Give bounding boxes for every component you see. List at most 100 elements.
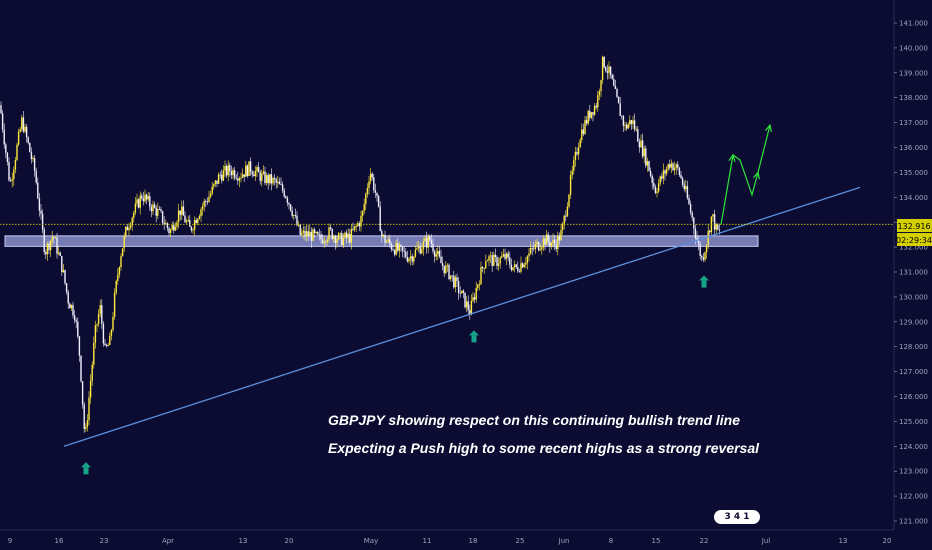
candle-body	[665, 168, 668, 174]
candle-body	[598, 91, 601, 96]
candle-body	[121, 248, 124, 257]
price-tick-label: 134.000	[899, 194, 928, 202]
candle-body	[229, 165, 231, 172]
candle-body	[472, 297, 474, 301]
candle-body	[462, 290, 465, 293]
candle-body	[593, 105, 596, 115]
candle-body	[294, 215, 297, 217]
candle-body	[285, 196, 287, 198]
candle-body	[566, 206, 569, 217]
candle-body	[137, 199, 140, 208]
candle-body	[358, 223, 361, 227]
candle-body	[633, 120, 636, 130]
candle-body	[632, 120, 634, 125]
candle-body	[9, 180, 12, 182]
candle-body	[222, 170, 225, 181]
candle-body	[129, 225, 132, 228]
candle-body	[485, 261, 487, 269]
candle-body	[696, 237, 698, 241]
candle-body	[622, 116, 625, 126]
candle-body	[329, 227, 332, 229]
candle-body	[301, 232, 303, 235]
candle-body	[269, 174, 271, 184]
watermark-logo: 3 4 1	[714, 510, 760, 524]
candle-body	[352, 228, 354, 230]
candle-body	[331, 228, 333, 239]
candle-body	[659, 176, 661, 184]
price-tick-label: 137.000	[899, 119, 928, 127]
candle-body	[313, 229, 316, 234]
candle-body	[227, 165, 229, 176]
up-arrow-icon	[469, 330, 479, 343]
time-tick-label: 20	[883, 537, 892, 545]
price-tick-label: 127.000	[899, 368, 928, 376]
price-tick-label: 130.000	[899, 293, 928, 301]
time-tick-label: 23	[100, 537, 109, 545]
candle-body	[149, 196, 151, 207]
candle-body	[526, 256, 529, 263]
candle-body	[38, 198, 41, 211]
candle-body	[361, 211, 364, 217]
candle-body	[629, 120, 631, 125]
candle-body	[208, 196, 210, 203]
candle-body	[581, 129, 583, 140]
candle-body	[406, 257, 409, 262]
candle-body	[334, 236, 337, 243]
candle-body	[317, 231, 319, 235]
candle-body	[97, 313, 100, 325]
candle-body	[616, 89, 618, 97]
candle-body	[131, 217, 133, 226]
candle-body	[368, 181, 370, 189]
candle-body	[627, 124, 629, 129]
candle-body	[173, 225, 175, 231]
time-tick-label: 16	[55, 537, 64, 545]
price-tick-label: 139.000	[899, 69, 928, 77]
candle-body	[248, 161, 250, 176]
candle-body	[421, 249, 423, 254]
bullish-trend-line	[63, 186, 861, 447]
candle-body	[267, 175, 269, 184]
candle-body	[499, 257, 501, 264]
candle-body	[256, 167, 258, 172]
candle-body	[312, 229, 314, 241]
candle-body	[107, 344, 109, 347]
candle-body	[579, 139, 581, 148]
candle-body	[523, 264, 525, 268]
candle-body	[11, 179, 13, 181]
candle-body	[405, 251, 407, 258]
candle-body	[654, 186, 657, 193]
candle-body	[32, 158, 34, 160]
candle-body	[568, 194, 570, 207]
candle-body	[363, 204, 365, 212]
candle-body	[417, 246, 420, 249]
price-tick-label: 131.000	[899, 269, 928, 277]
candle-body	[133, 212, 135, 218]
candle-body	[512, 267, 514, 271]
candle-body	[230, 171, 233, 176]
candle-body	[438, 251, 441, 257]
time-tick-label: 25	[516, 537, 525, 545]
candle-body	[70, 304, 73, 309]
price-tick-label: 138.000	[899, 94, 928, 102]
candle-body	[139, 195, 141, 208]
candle-body	[134, 203, 137, 213]
candle-body	[104, 343, 106, 345]
candle-body	[443, 265, 445, 274]
candle-body	[449, 275, 452, 280]
candle-body	[549, 241, 551, 247]
candle-body	[617, 96, 620, 104]
candle-body	[662, 170, 665, 179]
candle-body	[341, 233, 343, 246]
candle-body	[574, 152, 577, 161]
candle-body	[441, 263, 444, 266]
candle-body	[278, 181, 281, 185]
candle-body	[67, 291, 69, 304]
candle-body	[382, 234, 385, 237]
price-tick-label: 121.000	[899, 518, 928, 526]
candle-body	[520, 263, 522, 272]
candle-body	[185, 221, 188, 223]
candle-body	[128, 227, 130, 231]
candle-body	[505, 253, 508, 259]
candle-body	[238, 178, 241, 181]
